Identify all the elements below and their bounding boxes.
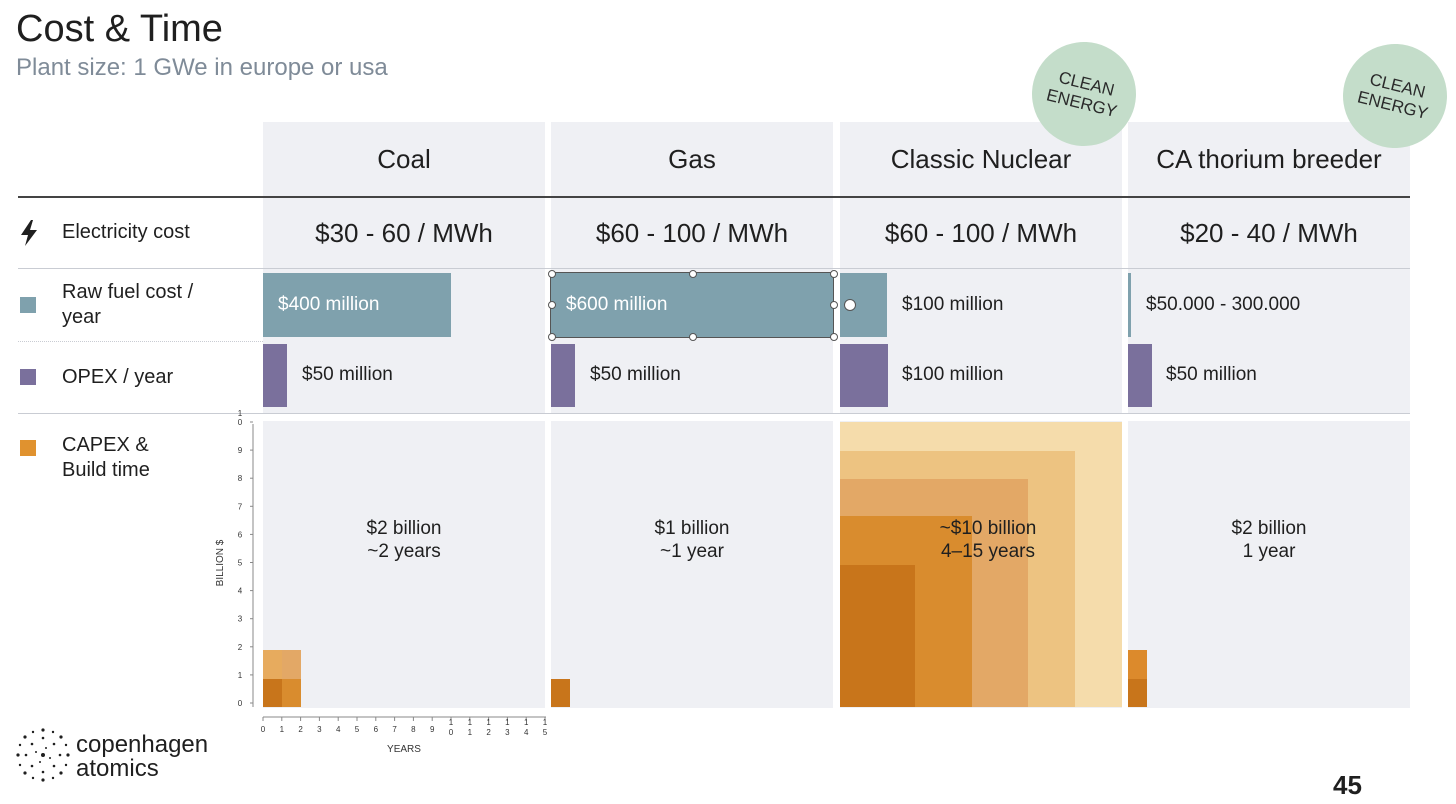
page-title: Cost & Time (16, 8, 223, 50)
opex-label-thorium: $50 million (1166, 364, 1257, 385)
y-tick-label: 0 (238, 418, 243, 427)
y-tick-label: 8 (238, 474, 243, 483)
fuel-label-thorium: $50.000 - 300.000 (1146, 294, 1301, 315)
x-tick-label: 0 (449, 728, 454, 737)
y-tick-label: 4 (238, 587, 243, 596)
y-tick-label: 2 (238, 643, 243, 652)
x-tick-label: 1 (468, 728, 473, 737)
x-tick-label: 1 (543, 718, 548, 727)
x-tick-label: 1 (468, 718, 473, 727)
column-header-coal: Coal (377, 143, 431, 174)
y-axis-label: BILLION $ (215, 539, 226, 586)
capex-separator (263, 414, 1410, 421)
fuel-label-gas: $600 million (566, 294, 668, 315)
row-label-electricity: Electricity cost (62, 221, 190, 243)
row-label-opex: OPEX / year (62, 366, 174, 388)
column-header-thorium: CA thorium breeder (1156, 143, 1382, 174)
x-tick-label: 1 (449, 718, 454, 727)
rotate-handle-icon[interactable] (844, 299, 856, 311)
row-divider-dotted (18, 341, 263, 343)
x-tick-label: 1 (486, 718, 491, 727)
opex-bar-nuclear (840, 344, 888, 407)
y-tick-label: 5 (238, 559, 243, 568)
fuel-label-nuclear: $100 million (902, 294, 1004, 315)
capex-label-gas: $1 billion ~1 year (654, 518, 730, 562)
selection-handle[interactable] (830, 333, 838, 341)
electricity-cost-nuclear: $60 - 100 / MWh (884, 217, 1078, 248)
opex-bar-thorium (1128, 344, 1152, 407)
opex-label-nuclear: $100 million (902, 364, 1004, 385)
fuel-bar-coal (263, 273, 451, 337)
x-tick-label: 2 (486, 728, 491, 737)
y-tick-label: 0 (238, 699, 243, 708)
y-tick-label: 6 (238, 530, 243, 539)
opex-legend-swatch (20, 369, 36, 385)
x-tick-label: 1 (524, 718, 529, 727)
column-header-gas: Gas (668, 143, 716, 174)
y-tick-label: 3 (238, 615, 243, 624)
selection-handle[interactable] (830, 270, 838, 278)
opex-bar-coal (263, 344, 287, 407)
selection-handle[interactable] (548, 333, 556, 341)
selection-handle[interactable] (548, 301, 556, 309)
x-tick-label: 3 (505, 728, 510, 737)
opex-bar-gas (551, 344, 575, 407)
x-tick-label: 8 (411, 725, 416, 734)
selection-handle[interactable] (689, 333, 697, 341)
selection-handle[interactable] (830, 301, 838, 309)
row-label-fuel: Raw fuel cost / year (62, 281, 194, 328)
lightning-icon (20, 220, 38, 246)
x-tick-label: 5 (543, 728, 548, 737)
selection-handle[interactable] (548, 270, 556, 278)
fuel-legend-swatch (20, 297, 36, 313)
header-divider (18, 196, 1410, 198)
opex-label-gas: $50 million (590, 364, 681, 385)
x-tick-label: 9 (430, 725, 435, 734)
row-divider (18, 413, 1410, 414)
y-tick-label: 9 (238, 446, 243, 455)
electricity-cost-thorium: $20 - 40 / MWh (1180, 217, 1358, 248)
row-label-capex: CAPEX & Build time (62, 434, 150, 481)
fuel-label-coal: $400 million (278, 294, 380, 315)
capex-label-nuclear: ~$10 billion 4–15 years (939, 518, 1037, 562)
y-tick-label: 7 (238, 502, 243, 511)
y-tick-label: 1 (238, 671, 243, 680)
fuel-bar-gas[interactable] (550, 272, 834, 338)
capex-legend-swatch (20, 440, 36, 456)
x-tick-label: 3 (317, 725, 322, 734)
page-subtitle: Plant size: 1 GWe in europe or usa (16, 54, 388, 81)
company-logo-icon (14, 726, 72, 784)
x-tick-label: 1 (505, 718, 510, 727)
electricity-cost-gas: $60 - 100 / MWh (595, 217, 789, 248)
logo-wordmark: copenhagen atomics (76, 731, 209, 782)
y-tick-label: 1 (238, 409, 243, 418)
opex-label-coal: $50 million (302, 364, 393, 385)
fuel-bar-thorium (1128, 273, 1131, 337)
x-tick-label: 2 (298, 725, 303, 734)
x-tick-label: 0 (261, 725, 266, 734)
x-tick-label: 4 (524, 728, 529, 737)
page-number: 45 (1333, 770, 1362, 800)
capex-label-thorium: $2 billion 1 year (1231, 518, 1307, 562)
x-tick-label: 4 (336, 725, 341, 734)
x-tick-label: 6 (374, 725, 379, 734)
row-divider (18, 268, 1410, 269)
capex-label-coal: $2 billion ~2 years (366, 518, 442, 562)
x-tick-label: 1 (280, 725, 285, 734)
x-tick-label: 5 (355, 725, 360, 734)
electricity-cost-coal: $30 - 60 / MWh (315, 217, 493, 248)
x-tick-label: 7 (392, 725, 397, 734)
column-header-nuclear: Classic Nuclear (890, 143, 1072, 174)
selection-handle[interactable] (689, 270, 697, 278)
x-axis-label: YEARS (387, 744, 421, 755)
